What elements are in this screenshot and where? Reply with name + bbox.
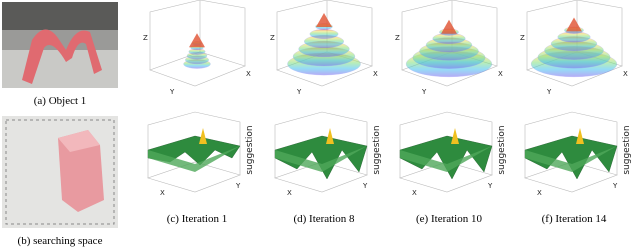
surface-peak — [566, 17, 582, 32]
surface-peak — [189, 33, 205, 48]
axis-label: X — [537, 189, 542, 197]
axis-label: X — [160, 189, 165, 197]
caption: (f) Iteration 14 — [542, 213, 607, 225]
suggestion-peak — [326, 128, 334, 144]
axis-label: suggestion — [497, 125, 507, 174]
plot-wall — [276, 0, 373, 70]
caption: (c) Iteration 1 — [167, 213, 227, 225]
caption: (a) Object 1 — [34, 95, 87, 107]
axis-label: Y — [169, 88, 175, 96]
plot-wall — [526, 0, 623, 70]
axis-label: Z — [520, 34, 525, 42]
axis-label: Y — [421, 88, 427, 96]
suggestion-peak — [199, 128, 207, 144]
plot-wall — [524, 111, 618, 178]
axis-label: suggestion — [372, 125, 382, 174]
suggestion-front — [525, 146, 617, 172]
caption: (d) Iteration 8 — [293, 213, 355, 225]
axis-label: Z — [143, 34, 148, 42]
plot-wall — [147, 111, 241, 178]
plot-wall — [274, 111, 368, 178]
caption: (e) Iteration 10 — [416, 213, 482, 225]
caption: (b) searching space — [18, 235, 103, 247]
plot-wall — [401, 0, 498, 70]
axis-label: suggestion — [245, 125, 255, 174]
axis-label: Z — [270, 34, 275, 42]
axis-label: X — [287, 189, 292, 197]
axis-label: X — [498, 70, 503, 78]
suggestion-front — [400, 146, 492, 172]
suggestion-peak — [576, 128, 584, 144]
object-photo — [2, 2, 118, 88]
surface — [309, 29, 339, 39]
axis-label: Y — [235, 182, 241, 190]
surface-peak — [441, 19, 457, 34]
plot-wall — [149, 0, 246, 70]
axis-label: Y — [546, 88, 552, 96]
plot-wall — [399, 111, 493, 178]
axis-label: Z — [395, 34, 400, 42]
suggestion-front — [275, 146, 367, 172]
axis-label: Y — [362, 182, 368, 190]
axis-label: X — [246, 70, 251, 78]
search-space-photo — [2, 116, 118, 228]
axis-label: Y — [296, 88, 302, 96]
axis-label: X — [412, 189, 417, 197]
surface-peak — [316, 13, 332, 27]
axis-label: X — [373, 70, 378, 78]
axis-label: suggestion — [622, 125, 632, 174]
axis-label: Y — [487, 182, 493, 190]
axis-label: Y — [612, 182, 618, 190]
axis-label: X — [623, 70, 628, 78]
suggestion-peak — [451, 128, 459, 144]
suggestion-front — [148, 146, 240, 172]
